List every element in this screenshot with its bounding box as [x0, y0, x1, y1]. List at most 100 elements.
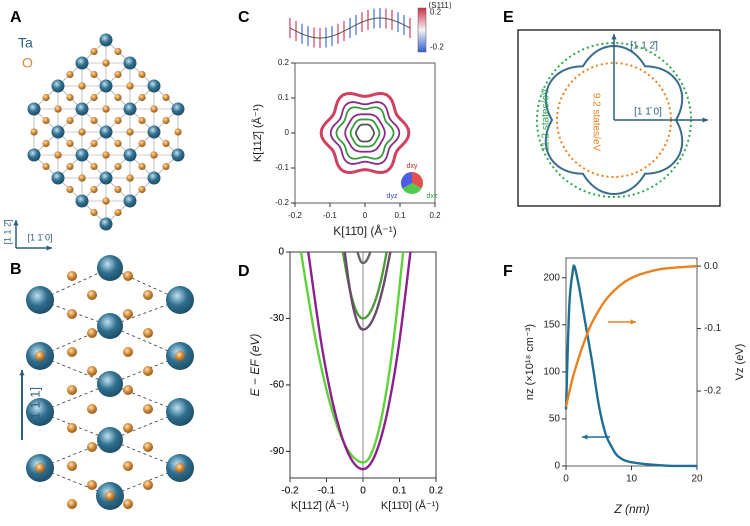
x-tick-label: 0.1	[394, 211, 406, 220]
o-atom	[42, 139, 50, 148]
plot-frame	[565, 257, 698, 467]
content: A B C D E F Ta O [1 1 2̄] [1 1̄ 0] [1 1 1] -0.2 -0.1…	[2, 1, 746, 516]
o-atom	[138, 70, 146, 79]
o-atom	[114, 185, 122, 194]
o-atom	[114, 139, 122, 148]
x-tick-label: 0.1	[393, 486, 407, 497]
series-line	[356, 252, 372, 265]
o-atom	[123, 385, 133, 395]
ta-atom	[123, 148, 137, 162]
ta-atom	[75, 194, 89, 208]
x-axis-label: K[11̄0] (Å⁻¹)	[333, 223, 396, 238]
o-atom	[67, 461, 77, 471]
fermi-contour	[335, 106, 395, 160]
x-tick-label: -0.1	[318, 486, 336, 497]
o-atom	[162, 93, 170, 102]
o-atom	[42, 93, 50, 102]
series-line	[564, 264, 698, 468]
colorbar-label: ⟨S111⟩	[428, 1, 452, 10]
o-atom	[66, 116, 74, 125]
o-atom	[175, 463, 185, 473]
o-atom	[66, 139, 74, 148]
arrow-head	[46, 245, 52, 251]
fermi-contour	[329, 101, 401, 165]
o-atom	[138, 139, 146, 148]
x-tick-label: -0.1	[323, 211, 337, 220]
x-tick-label: 0	[563, 474, 569, 485]
direction-label: [1 1 2̄]	[630, 41, 658, 52]
o-atom	[162, 139, 170, 148]
colorbar-tick-label: -0.2	[430, 43, 444, 52]
y-tick-label: 150	[543, 319, 560, 330]
y-tick-label: 200	[543, 272, 560, 283]
y-axis-label: nz (×10¹⁸ cm⁻³)	[524, 324, 536, 400]
spin-band	[289, 17, 411, 39]
o-atom	[87, 404, 97, 414]
panel-label: A	[10, 9, 22, 26]
o-atom	[126, 128, 134, 136]
o-atom	[90, 93, 98, 102]
orbital-wheel	[401, 172, 412, 189]
o-atom	[67, 347, 77, 357]
o-atom	[123, 461, 133, 471]
o-atom	[102, 197, 110, 205]
o-atom	[105, 491, 115, 501]
o-atom	[87, 366, 97, 376]
o-atom	[150, 151, 158, 159]
o-atom	[114, 162, 122, 171]
o-atom	[102, 59, 110, 67]
x-tick-label: 20	[691, 474, 703, 485]
o-atom	[102, 151, 110, 159]
ta-atom	[171, 102, 185, 116]
atom-label: O	[22, 55, 33, 71]
y-tick-label: -0.2	[275, 198, 289, 207]
atom-label: Ta	[18, 35, 33, 51]
y-tick-label: -60	[270, 380, 285, 391]
x-axis-label: K[11̄0] (Å⁻¹)	[381, 499, 439, 512]
o-atom	[90, 47, 98, 56]
x-axis-label: Z (nm)	[613, 502, 649, 516]
o-atom	[54, 151, 62, 159]
y-tick-label: 0	[278, 247, 284, 258]
o-atom	[138, 116, 146, 125]
ta-atom	[27, 102, 41, 116]
o-atom	[67, 499, 77, 509]
series-line	[299, 252, 405, 464]
ta-atom	[166, 286, 194, 314]
o-atom	[162, 162, 170, 171]
x-tick-label: -0.2	[281, 486, 299, 497]
ta-atom	[27, 148, 41, 162]
y-tick-label: 0.2	[278, 58, 290, 67]
ta-atom	[51, 79, 65, 93]
x-tick-label: 0	[360, 486, 366, 497]
fermi-flower	[544, 44, 684, 196]
ta-atom	[123, 194, 137, 208]
o-atom	[114, 208, 122, 217]
direction-label: [1 1̄ 0]	[634, 107, 662, 118]
o-atom	[123, 309, 133, 319]
o-atom	[123, 499, 133, 509]
direction-label: [1 1 1]	[27, 387, 42, 423]
arrow-head	[702, 117, 708, 123]
x-tick-label: -0.1	[318, 486, 336, 497]
y-tick-label: 100	[543, 367, 560, 378]
o-atom	[42, 162, 50, 171]
ta-atom	[147, 79, 161, 93]
arrow-head	[630, 319, 636, 325]
x-tick-label: -0.2	[281, 486, 299, 497]
o-atom	[150, 105, 158, 113]
o-atom	[114, 70, 122, 79]
series-line	[564, 264, 698, 407]
o-atom	[123, 423, 133, 433]
dos-label: 11.2 states/eV	[541, 88, 552, 152]
x-tick-label: 10	[626, 474, 638, 485]
y-tick-label: -90	[270, 446, 285, 457]
ta-atom	[51, 171, 65, 185]
panel-label: B	[10, 261, 22, 278]
o-atom	[114, 93, 122, 102]
ta-atom	[97, 427, 123, 453]
arrow-head	[582, 434, 588, 440]
ta-atom	[97, 313, 123, 339]
o-atom	[143, 290, 153, 300]
ta-atom	[166, 398, 194, 426]
